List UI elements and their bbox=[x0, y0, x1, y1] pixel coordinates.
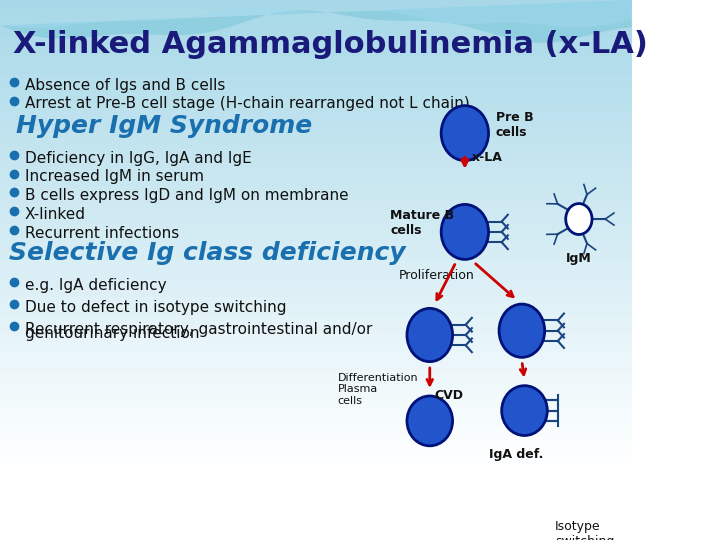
Text: Pre B
cells: Pre B cells bbox=[495, 111, 534, 139]
Bar bbox=[0, 315, 631, 325]
PathPatch shape bbox=[0, 0, 631, 28]
Bar bbox=[0, 371, 631, 380]
Bar bbox=[0, 111, 631, 120]
Text: Deficiency in IgG, IgA and IgE: Deficiency in IgG, IgA and IgE bbox=[24, 151, 251, 166]
Bar bbox=[0, 148, 631, 158]
Text: IgA def.: IgA def. bbox=[489, 448, 543, 461]
Text: Isotype
switching: Isotype switching bbox=[555, 521, 615, 540]
Bar bbox=[0, 288, 631, 297]
Bar bbox=[0, 417, 631, 427]
Bar bbox=[0, 0, 631, 9]
Text: Recurrent infections: Recurrent infections bbox=[24, 226, 179, 241]
Text: Selective Ig class deficiency: Selective Ig class deficiency bbox=[9, 241, 405, 265]
Bar bbox=[0, 353, 631, 362]
Bar bbox=[0, 46, 631, 56]
Bar bbox=[0, 37, 631, 46]
Bar bbox=[0, 306, 631, 315]
Bar bbox=[0, 427, 631, 436]
Ellipse shape bbox=[566, 204, 592, 234]
Bar bbox=[0, 260, 631, 269]
Bar bbox=[0, 186, 631, 195]
Bar bbox=[0, 251, 631, 260]
Bar bbox=[0, 18, 631, 28]
Text: Absence of Igs and B cells: Absence of Igs and B cells bbox=[24, 78, 225, 92]
Bar bbox=[0, 158, 631, 167]
Bar bbox=[0, 167, 631, 176]
Bar bbox=[0, 204, 631, 213]
Bar bbox=[0, 325, 631, 334]
Bar bbox=[0, 446, 631, 455]
Text: IgM: IgM bbox=[566, 252, 592, 265]
Bar bbox=[0, 195, 631, 204]
Bar bbox=[0, 399, 631, 408]
Bar bbox=[0, 297, 631, 306]
Bar bbox=[0, 74, 631, 84]
Text: Recurrent respiratory, gastrointestinal and/or: Recurrent respiratory, gastrointestinal … bbox=[24, 322, 372, 338]
Bar bbox=[0, 65, 631, 74]
Text: X-linked Agammaglobulinemia (x-LA): X-linked Agammaglobulinemia (x-LA) bbox=[13, 30, 648, 59]
Bar bbox=[0, 120, 631, 130]
Text: genitourinary infection: genitourinary infection bbox=[24, 327, 199, 341]
Bar bbox=[0, 380, 631, 390]
Bar bbox=[0, 408, 631, 417]
Ellipse shape bbox=[441, 106, 489, 160]
Text: e.g. IgA deficiency: e.g. IgA deficiency bbox=[24, 278, 166, 293]
Bar bbox=[0, 102, 631, 111]
Text: x-LA: x-LA bbox=[472, 152, 503, 165]
Text: B cells express IgD and IgM on membrane: B cells express IgD and IgM on membrane bbox=[24, 188, 348, 204]
Text: Hyper IgM Syndrome: Hyper IgM Syndrome bbox=[16, 114, 312, 138]
Bar bbox=[0, 455, 631, 464]
Bar bbox=[0, 213, 631, 222]
Bar bbox=[0, 222, 631, 232]
Bar bbox=[0, 176, 631, 186]
Bar bbox=[0, 334, 631, 343]
Bar bbox=[0, 343, 631, 353]
Bar bbox=[0, 436, 631, 446]
Bar bbox=[0, 269, 631, 278]
Ellipse shape bbox=[407, 308, 453, 362]
PathPatch shape bbox=[0, 0, 631, 43]
Ellipse shape bbox=[441, 205, 489, 259]
Text: Increased IgM in serum: Increased IgM in serum bbox=[24, 170, 204, 185]
Ellipse shape bbox=[502, 386, 547, 435]
Bar bbox=[0, 56, 631, 65]
Text: Arrest at Pre-B cell stage (H-chain rearranged not L chain): Arrest at Pre-B cell stage (H-chain rear… bbox=[24, 97, 469, 111]
Bar bbox=[0, 139, 631, 148]
Text: Due to defect in isotype switching: Due to defect in isotype switching bbox=[24, 300, 286, 315]
Bar bbox=[0, 362, 631, 371]
Text: CVD: CVD bbox=[434, 389, 463, 402]
Bar bbox=[0, 232, 631, 241]
Bar bbox=[0, 390, 631, 399]
Bar bbox=[0, 9, 631, 18]
Bar bbox=[0, 241, 631, 251]
Text: X-linked: X-linked bbox=[24, 207, 86, 222]
Bar bbox=[0, 28, 631, 37]
Ellipse shape bbox=[499, 304, 544, 357]
Text: Proliferation: Proliferation bbox=[399, 269, 474, 282]
Bar bbox=[0, 278, 631, 288]
Bar bbox=[0, 93, 631, 102]
Bar bbox=[0, 84, 631, 93]
Text: Differentiation
Plasma
cells: Differentiation Plasma cells bbox=[338, 373, 418, 406]
Bar bbox=[0, 130, 631, 139]
Text: Mature B
cells: Mature B cells bbox=[390, 210, 454, 238]
Ellipse shape bbox=[407, 396, 453, 446]
